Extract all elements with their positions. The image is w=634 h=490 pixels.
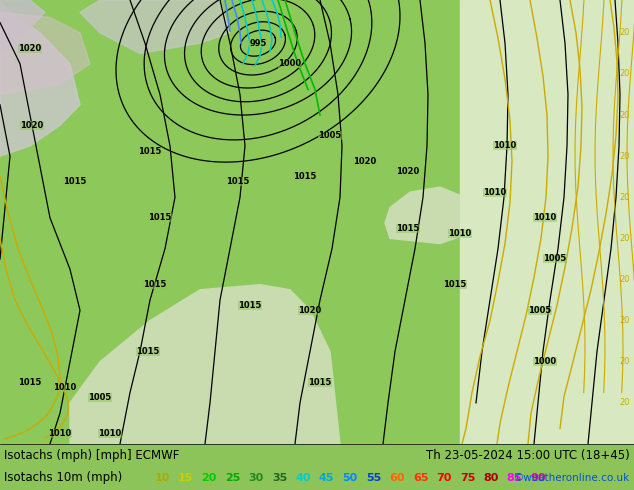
- Text: 1015: 1015: [443, 280, 467, 289]
- Text: 20: 20: [620, 316, 630, 325]
- Text: 70: 70: [436, 473, 451, 483]
- Text: 30: 30: [249, 473, 264, 483]
- Text: 65: 65: [413, 473, 428, 483]
- Text: 995: 995: [249, 39, 267, 48]
- Text: 1005: 1005: [318, 131, 342, 140]
- Text: 20: 20: [202, 473, 217, 483]
- Text: 1010: 1010: [53, 383, 77, 392]
- Polygon shape: [0, 12, 90, 95]
- Text: 35: 35: [272, 473, 287, 483]
- Polygon shape: [460, 0, 634, 444]
- Text: 90: 90: [530, 473, 546, 483]
- Text: 45: 45: [319, 473, 334, 483]
- Text: 1010: 1010: [448, 229, 472, 238]
- Text: ©weatheronline.co.uk: ©weatheronline.co.uk: [514, 473, 630, 483]
- Polygon shape: [0, 0, 45, 53]
- Text: 20: 20: [620, 28, 630, 37]
- Text: 80: 80: [483, 473, 499, 483]
- Text: 1020: 1020: [299, 306, 321, 315]
- Text: 40: 40: [295, 473, 311, 483]
- Text: 15: 15: [178, 473, 193, 483]
- Text: 1015: 1015: [143, 280, 167, 289]
- Text: 55: 55: [366, 473, 381, 483]
- Text: 85: 85: [507, 473, 522, 483]
- Text: 1000: 1000: [278, 59, 302, 68]
- Text: 1020: 1020: [20, 121, 44, 130]
- Text: 20: 20: [620, 193, 630, 202]
- Text: 1015: 1015: [396, 223, 420, 233]
- Text: 1010: 1010: [493, 142, 517, 150]
- Polygon shape: [80, 0, 230, 53]
- Text: 1020: 1020: [18, 44, 42, 53]
- Text: 1010: 1010: [48, 429, 72, 438]
- Polygon shape: [385, 187, 480, 244]
- Text: 20: 20: [620, 111, 630, 120]
- Text: 1015: 1015: [18, 378, 42, 387]
- Polygon shape: [70, 285, 340, 444]
- Text: 20: 20: [620, 152, 630, 161]
- Text: 1015: 1015: [308, 378, 332, 387]
- Text: 20: 20: [620, 398, 630, 407]
- Text: 1015: 1015: [148, 213, 172, 222]
- Polygon shape: [290, 316, 325, 372]
- Text: 1015: 1015: [138, 147, 162, 155]
- Text: 1005: 1005: [528, 306, 552, 315]
- Text: 1010: 1010: [98, 429, 122, 438]
- Text: 1015: 1015: [294, 172, 317, 181]
- Text: 75: 75: [460, 473, 476, 483]
- Text: 10: 10: [154, 473, 170, 483]
- Text: Isotachs (mph) [mph] ECMWF: Isotachs (mph) [mph] ECMWF: [4, 449, 179, 463]
- Text: 50: 50: [342, 473, 358, 483]
- Text: 1015: 1015: [238, 301, 262, 310]
- Text: 1015: 1015: [136, 347, 160, 356]
- Polygon shape: [522, 244, 558, 300]
- Text: 20: 20: [620, 275, 630, 284]
- Text: Isotachs 10m (mph): Isotachs 10m (mph): [4, 471, 122, 485]
- Text: 1020: 1020: [353, 157, 377, 166]
- Text: 1005: 1005: [543, 254, 567, 264]
- Text: 1010: 1010: [483, 188, 507, 196]
- Text: Th 23-05-2024 15:00 UTC (18+45): Th 23-05-2024 15:00 UTC (18+45): [426, 449, 630, 463]
- Text: 1015: 1015: [63, 177, 87, 186]
- Text: 20: 20: [620, 357, 630, 366]
- Text: 1000: 1000: [533, 357, 557, 366]
- Text: 60: 60: [389, 473, 404, 483]
- Text: 20: 20: [620, 70, 630, 78]
- Text: 25: 25: [225, 473, 240, 483]
- Text: 1020: 1020: [396, 167, 420, 176]
- Text: 1010: 1010: [533, 213, 557, 222]
- Polygon shape: [0, 2, 80, 156]
- Text: 20: 20: [620, 234, 630, 243]
- Text: 1005: 1005: [88, 393, 112, 402]
- Text: 1015: 1015: [226, 177, 250, 186]
